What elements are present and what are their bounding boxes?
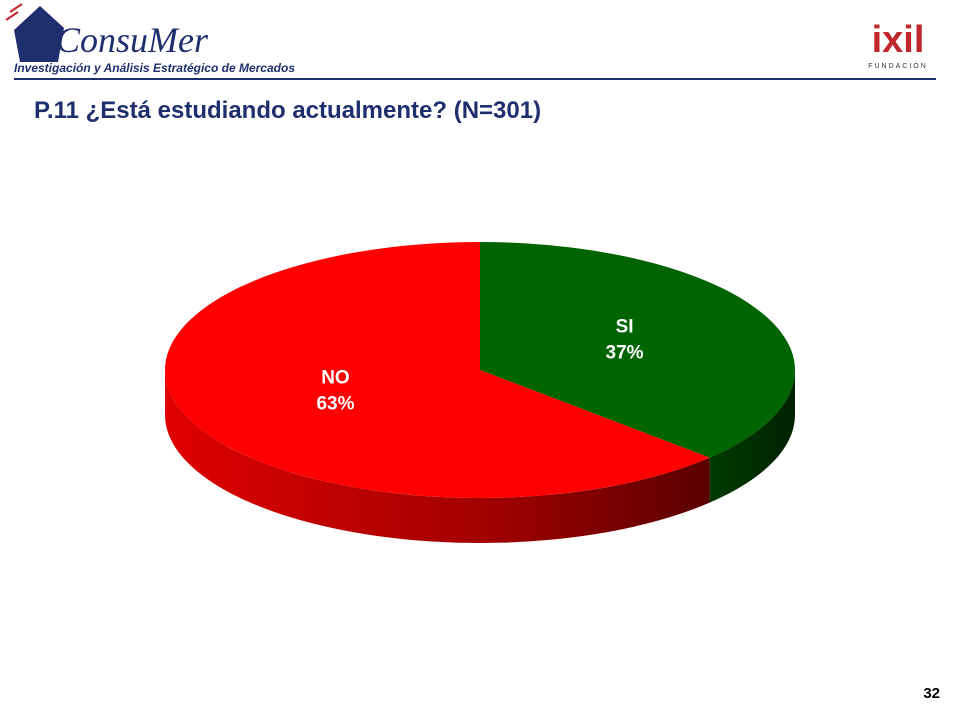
logo-accent: [5, 3, 23, 21]
slice-side: [709, 370, 796, 503]
chart-title: P.11 ¿Está estudiando actualmente? (N=30…: [34, 97, 541, 124]
slice-category-label: SI: [616, 317, 634, 338]
slice: [480, 242, 795, 458]
header: ConsuMer Investigación y Análisis Estrat…: [5, 3, 936, 80]
partner-logo: ixil: [872, 19, 925, 61]
slice-category-label: NO: [321, 367, 350, 388]
logo-text: ConsuMer: [56, 20, 209, 60]
pie: SI 37% NO 63%: [165, 242, 796, 544]
slice-value-label: 37%: [606, 343, 644, 364]
logo-subtitle: Investigación y Análisis Estratégico de …: [14, 61, 295, 75]
partner-subtitle: FUNDACIÓN: [868, 61, 928, 70]
page-number: 32: [923, 685, 940, 702]
logo-icon: [14, 6, 64, 62]
slice-side: [165, 370, 710, 544]
slice: [165, 242, 710, 499]
slice-value-label: 63%: [316, 393, 354, 414]
